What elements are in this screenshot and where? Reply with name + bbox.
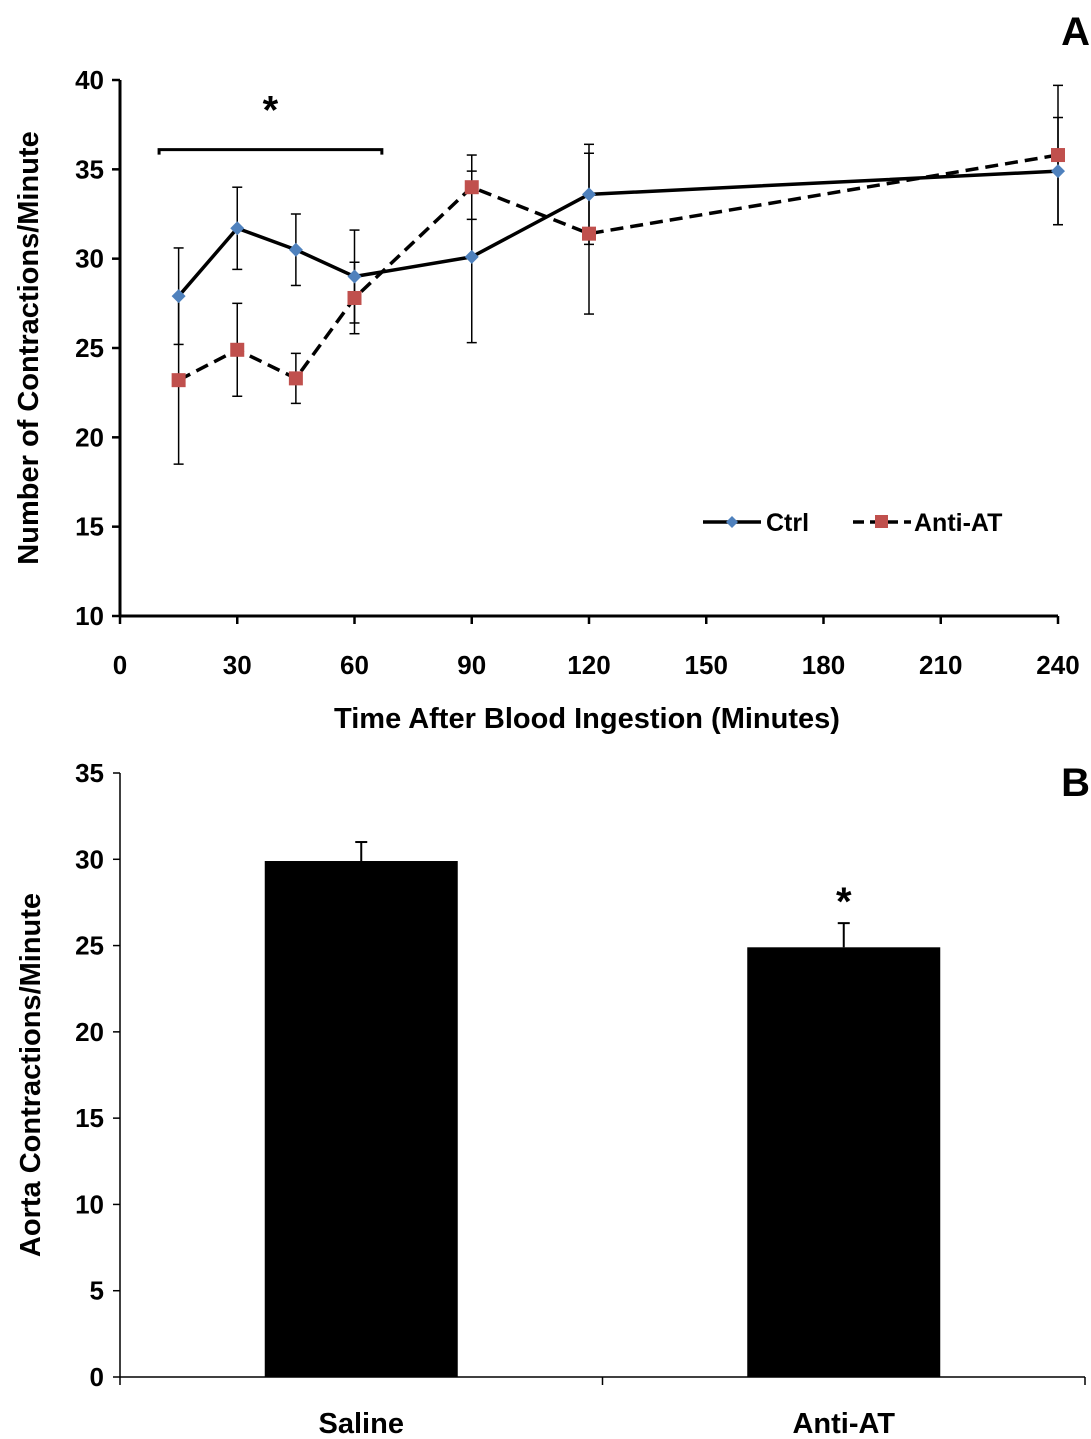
panel-b-bars [264,861,941,1377]
anti-at-data-point [288,371,303,386]
panel-b-significance-star: * [836,880,852,924]
panel-a-x-axis-title: Time After Blood Ingestion (Minutes) [334,703,840,735]
panel-a-x-tick-label: 240 [1036,650,1079,680]
ctrl-data-point [582,187,596,202]
panel-a-legend: Ctrl Anti-AT [703,509,1002,537]
ctrl-data-point [171,289,186,304]
ctrl-data-point [464,249,479,264]
series-line-anti-at [177,153,1059,382]
panel-b-y-tick-label: 15 [75,1103,104,1133]
panel-a-x-tick-label: 60 [340,650,369,680]
panel-b-y-axis-title: Aorta Contractions/Minute [15,893,47,1257]
panel-a-y-tick-label: 15 [75,512,104,542]
series-line-ctrl [177,169,1059,298]
panel-a-x-tick-label: 90 [457,650,486,680]
panel-b-y-tick-label: 5 [90,1276,104,1306]
panel-b-significance: * [836,880,852,924]
anti-at-data-point [1051,148,1065,163]
panel-a-line-chart: A Number of Contractions/Minute Time Aft… [13,10,1090,735]
panel-a-series-lines [177,153,1059,382]
ctrl-data-point [347,269,362,284]
panel-a-axes: 10 15 20 25 30 35 40 0 30 60 90 120 150 180 210 240 [75,65,1080,680]
panel-a-markers [171,148,1065,388]
panel-a-y-tick-label: 35 [75,154,104,184]
panel-a-x-tick-label: 30 [223,650,252,680]
panel-a-label: A [1061,10,1090,54]
panel-b-category-label: Saline [319,1408,404,1439]
panel-b-y-tick-label: 0 [90,1362,104,1392]
anti-at-data-point [347,290,362,305]
legend-anti-at-label: Anti-AT [914,509,1002,537]
panel-a-x-tick-label: 150 [685,650,728,680]
panel-b-label: B [1061,761,1090,805]
legend-anti-at-marker [875,515,888,528]
panel-a-x-tick-label: 180 [802,650,845,680]
panel-a-y-tick-label: 30 [75,244,104,274]
anti-at-data-point [230,342,245,357]
panel-a-significance: * [157,89,384,155]
panel-a-significance-bracket [157,148,384,155]
panel-a-y-tick-label: 10 [75,601,104,631]
panel-b-y-tick-label: 30 [75,844,104,874]
panel-a-x-tick-label: 210 [919,650,962,680]
panel-a-y-axis-title: Number of Contractions/Minute [13,131,45,564]
panel-a-x-tick-label: 120 [567,650,610,680]
panel-b-y-tick-label: 20 [75,1017,104,1047]
panel-b-y-tick-label: 10 [75,1189,104,1219]
panel-a-error-bars [173,84,1063,465]
anti-at-data-point [171,373,186,388]
panel-a-x-tick-label: 0 [113,650,127,680]
ctrl-data-point [288,242,303,257]
panel-b-category-label: Anti-AT [792,1408,895,1439]
panel-a-y-tick-label: 20 [75,422,104,452]
panel-b-y-tick-label: 25 [75,931,104,961]
panel-b-axes: Saline Anti-AT 0 5 10 15 20 25 30 35 [75,758,1086,1439]
bar-saline [264,861,458,1377]
panel-b-error-bars [355,841,850,948]
legend-ctrl-label: Ctrl [766,509,809,537]
ctrl-data-point [1051,164,1065,179]
anti-at-data-point [464,180,479,195]
legend-item-anti-at: Anti-AT [853,509,1002,537]
anti-at-data-point [582,226,596,241]
panel-a-y-tick-label: 40 [75,65,104,95]
panel-a-y-tick-label: 25 [75,333,104,363]
panel-b-bar-chart: B Aorta Contractions/Minute Saline Anti-A… [15,758,1090,1439]
legend-item-ctrl: Ctrl [703,509,809,537]
panel-b-y-tick-label: 35 [75,758,104,788]
bar-anti-at [747,947,941,1377]
ctrl-data-point [230,221,245,236]
legend-ctrl-marker [726,516,738,528]
panel-a-significance-star: * [263,89,279,133]
